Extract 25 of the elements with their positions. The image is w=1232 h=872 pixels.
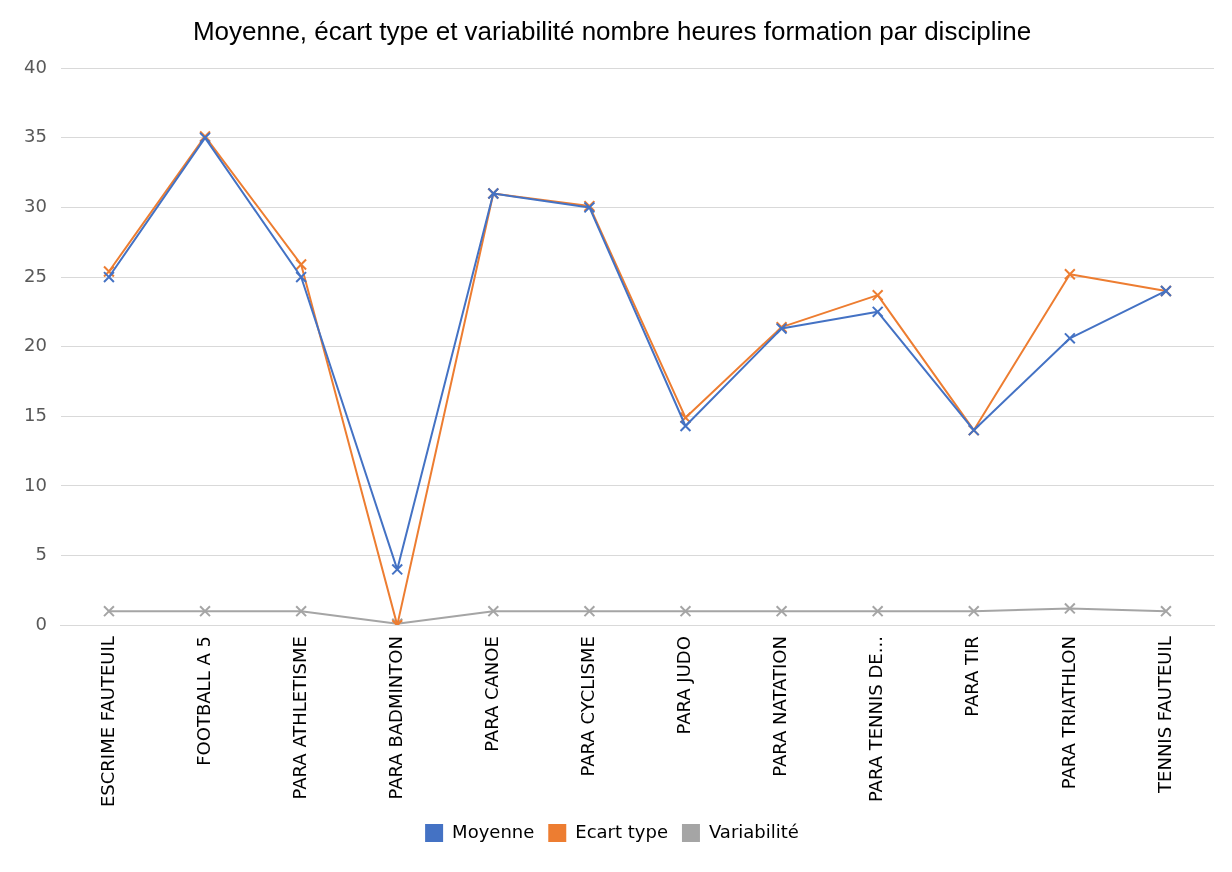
x-tick-label: PARA ATHLETISME — [288, 636, 310, 800]
y-tick-label: 0 — [35, 612, 47, 634]
chart-title: Moyenne, écart type et variabilité nombre heures formation par discipline — [192, 15, 1032, 46]
x-tick-label: PARA CYCLISME — [577, 636, 599, 777]
legend-label: Ecart type — [575, 820, 668, 842]
y-tick-label: 10 — [24, 473, 47, 495]
x-tick-label: PARA TENNIS DE... — [865, 636, 887, 803]
x-tick-label: PARA NATATION — [769, 636, 791, 777]
x-tick-label: PARA TIR — [961, 636, 983, 717]
legend-label: Moyenne — [452, 820, 535, 842]
x-tick-label: ESCRIME FAUTEUIL — [96, 636, 118, 808]
y-tick-label: 40 — [24, 55, 47, 77]
y-tick-label: 25 — [24, 264, 47, 286]
x-tick-label: PARA BADMINTON — [384, 636, 406, 800]
x-tick-label: FOOTBALL A 5 — [192, 636, 214, 766]
y-tick-label: 30 — [24, 195, 47, 217]
y-tick-label: 5 — [35, 543, 47, 565]
y-tick-label: 20 — [24, 334, 47, 356]
legend-label: Variabilité — [708, 820, 799, 842]
x-tick-label: PARA JUDO — [673, 636, 695, 735]
y-tick-label: 35 — [24, 125, 47, 147]
x-tick-label: PARA CANOE — [480, 636, 502, 752]
y-tick-label: 15 — [24, 403, 47, 425]
x-tick-label: PARA TRIATHLON — [1057, 636, 1079, 790]
x-tick-label: TENNIS FAUTEUIL — [1153, 636, 1175, 794]
